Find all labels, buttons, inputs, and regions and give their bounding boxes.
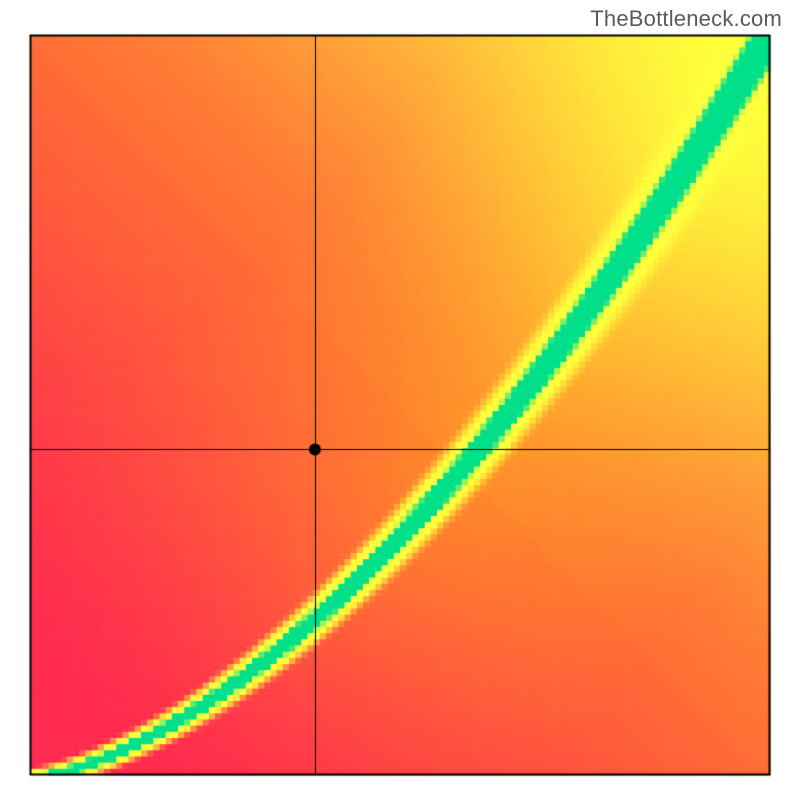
chart-container: TheBottleneck.com [0,0,800,800]
watermark-text: TheBottleneck.com [590,6,782,32]
heatmap-canvas [0,0,800,800]
